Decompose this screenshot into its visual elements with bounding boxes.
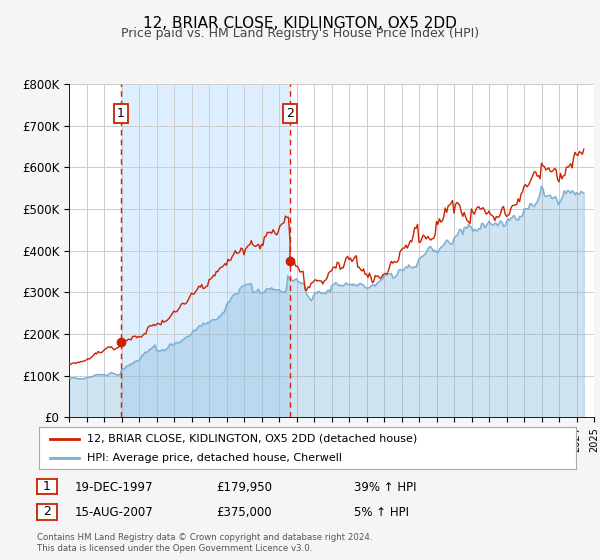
Bar xyxy=(121,84,290,417)
Text: 5% ↑ HPI: 5% ↑ HPI xyxy=(354,506,409,519)
Text: 19-DEC-1997: 19-DEC-1997 xyxy=(75,480,154,494)
Text: £375,000: £375,000 xyxy=(216,506,272,519)
Text: 1: 1 xyxy=(117,106,125,120)
Text: 15-AUG-2007: 15-AUG-2007 xyxy=(75,506,154,519)
Text: 12, BRIAR CLOSE, KIDLINGTON, OX5 2DD (detached house): 12, BRIAR CLOSE, KIDLINGTON, OX5 2DD (de… xyxy=(88,433,418,444)
Text: 1: 1 xyxy=(43,480,51,493)
Text: 12, BRIAR CLOSE, KIDLINGTON, OX5 2DD: 12, BRIAR CLOSE, KIDLINGTON, OX5 2DD xyxy=(143,16,457,31)
Text: £179,950: £179,950 xyxy=(216,480,272,494)
Text: This data is licensed under the Open Government Licence v3.0.: This data is licensed under the Open Gov… xyxy=(37,544,313,553)
Text: 2: 2 xyxy=(43,505,51,519)
Text: 2: 2 xyxy=(286,106,294,120)
Text: HPI: Average price, detached house, Cherwell: HPI: Average price, detached house, Cher… xyxy=(88,453,343,463)
Text: Contains HM Land Registry data © Crown copyright and database right 2024.: Contains HM Land Registry data © Crown c… xyxy=(37,533,373,542)
Text: 39% ↑ HPI: 39% ↑ HPI xyxy=(354,480,416,494)
Text: Price paid vs. HM Land Registry's House Price Index (HPI): Price paid vs. HM Land Registry's House … xyxy=(121,27,479,40)
